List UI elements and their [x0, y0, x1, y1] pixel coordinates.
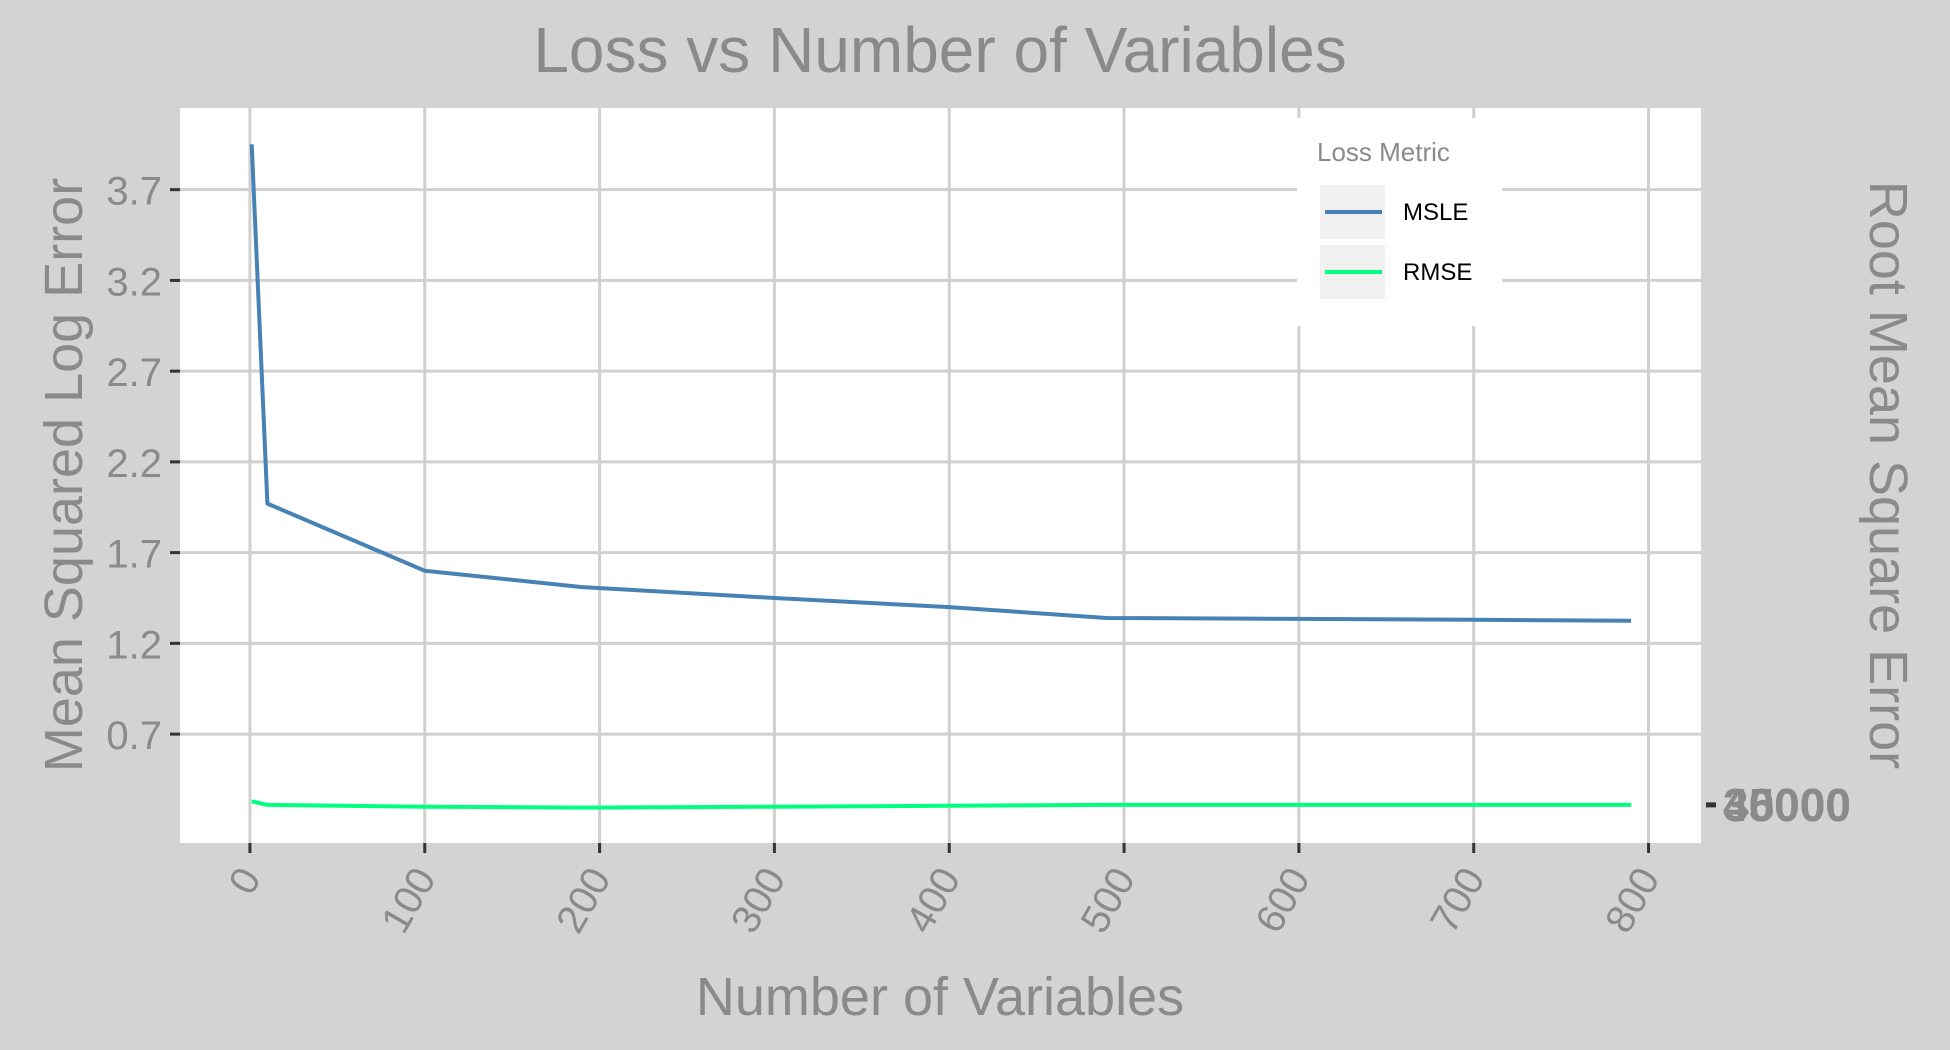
chart-title: Loss vs Number of Variables — [533, 14, 1346, 86]
y-tick-label: 1.2 — [106, 623, 162, 667]
x-axis-title: Number of Variables — [696, 967, 1184, 1027]
y2-axis-title: Root Mean Square Error — [1858, 181, 1918, 769]
legend: Loss Metric MSLE RMSE — [1297, 118, 1502, 326]
legend-label-rmse: RMSE — [1403, 259, 1472, 286]
legend-title: Loss Metric — [1317, 137, 1450, 167]
y-tick-label: 1.7 — [106, 533, 162, 577]
y-tick-label: 3.7 — [106, 170, 162, 214]
y2-tick-label: 40000 — [1723, 779, 1851, 831]
series-layer — [249, 144, 1632, 810]
legend-label-msle: MSLE — [1403, 199, 1468, 226]
series-line-rmse — [251, 799, 1632, 810]
series-line-msle — [249, 144, 1632, 623]
y-tick-label: 3.2 — [106, 260, 162, 304]
y-tick-label: 2.2 — [106, 442, 162, 486]
y-tick-label: 0.7 — [106, 714, 162, 758]
y2-tick-label: 35000 — [1723, 779, 1851, 831]
y-tick-label: 2.7 — [106, 351, 162, 395]
y2-tick-label: 30000 — [1723, 779, 1851, 831]
y-axis-title: Mean Squared Log Error — [34, 178, 94, 772]
